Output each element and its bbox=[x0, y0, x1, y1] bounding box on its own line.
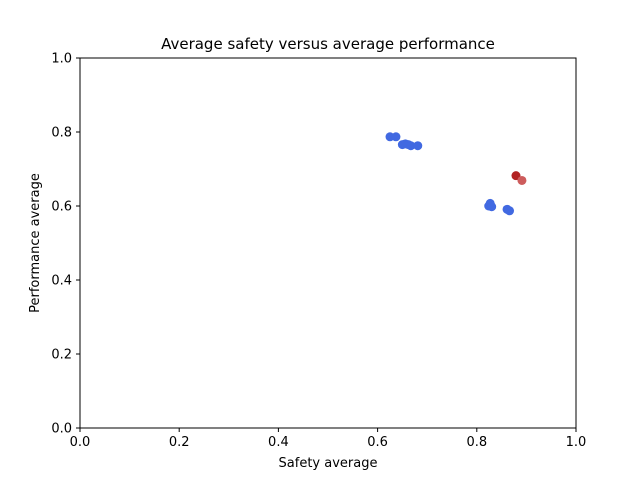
y-tick-label: 0.2 bbox=[51, 348, 72, 363]
data-points bbox=[385, 132, 527, 216]
y-tick-label: 0.6 bbox=[51, 200, 72, 215]
x-tick-label: 0.2 bbox=[169, 435, 190, 450]
data-point bbox=[511, 171, 521, 181]
data-point bbox=[517, 175, 527, 185]
x-tick-label: 0.8 bbox=[466, 435, 487, 450]
x-axis-label: Safety average bbox=[279, 456, 378, 471]
x-tick-label: 1.0 bbox=[566, 435, 587, 450]
x-tick-label: 0.0 bbox=[70, 435, 91, 450]
y-tick-label: 0.4 bbox=[51, 274, 72, 289]
data-point bbox=[406, 141, 416, 151]
data-point bbox=[413, 141, 423, 151]
plot-frame bbox=[79, 57, 577, 429]
data-point bbox=[487, 202, 497, 212]
data-point bbox=[391, 132, 401, 142]
x-tick-label: 0.4 bbox=[268, 435, 289, 450]
x-tick-label: 0.6 bbox=[367, 435, 388, 450]
data-point bbox=[505, 206, 515, 216]
y-axis-label: Performance average bbox=[28, 173, 43, 313]
plot-area bbox=[80, 58, 576, 428]
chart-title: Average safety versus average performanc… bbox=[161, 35, 495, 53]
y-tick-label: 0.0 bbox=[51, 422, 72, 437]
y-tick-label: 1.0 bbox=[51, 52, 72, 67]
axis-ticks: 0.0 0.2 0.4 0.6 0.8 1.0 0.0 0.2 0.4 0.6 0.8 1.0 bbox=[51, 52, 586, 451]
y-tick-label: 0.8 bbox=[51, 126, 72, 141]
